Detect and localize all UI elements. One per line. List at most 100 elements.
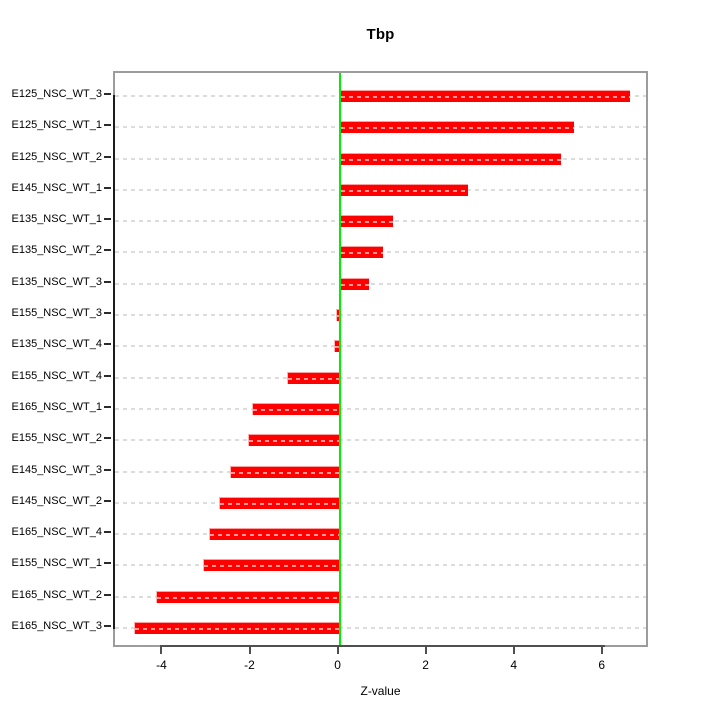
y-tick-label: E125_NSC_WT_3 bbox=[11, 88, 103, 100]
bar bbox=[339, 215, 394, 228]
bar-grid-overlay bbox=[210, 534, 340, 537]
bar bbox=[339, 183, 469, 196]
bar-grid-overlay bbox=[340, 158, 562, 161]
bar-grid-overlay bbox=[252, 408, 340, 411]
bar bbox=[339, 90, 631, 102]
grid-line bbox=[115, 627, 646, 629]
bar bbox=[339, 121, 574, 134]
y-tick-label: E135_NSC_WT_2 bbox=[11, 244, 103, 257]
x-tick-label: 2 bbox=[422, 658, 429, 672]
bar-grid-overlay bbox=[135, 628, 340, 630]
bar bbox=[339, 246, 383, 259]
bar bbox=[336, 309, 340, 322]
y-tick-label: E145_NSC_WT_1 bbox=[11, 181, 103, 194]
y-tick-mark bbox=[104, 155, 111, 158]
bar-grid-overlay bbox=[340, 127, 574, 130]
bar bbox=[339, 277, 369, 290]
chart-title: Tbp bbox=[366, 26, 395, 43]
y-tick-label: E165_NSC_WT_3 bbox=[11, 620, 103, 632]
bar-grid-overlay bbox=[219, 502, 340, 505]
bar-grid-overlay bbox=[340, 283, 369, 286]
grid-line bbox=[115, 564, 646, 567]
y-tick-label: E125_NSC_WT_1 bbox=[11, 119, 103, 132]
bar-grid-overlay bbox=[231, 471, 340, 474]
y-tick-label: E125_NSC_WT_2 bbox=[11, 150, 103, 163]
bar-grid-overlay bbox=[203, 565, 340, 568]
y-tick-label: E145_NSC_WT_2 bbox=[11, 494, 103, 507]
y-tick-mark bbox=[104, 280, 111, 283]
plot-area bbox=[113, 71, 648, 647]
y-tick-label: E135_NSC_WT_4 bbox=[11, 338, 103, 351]
x-tick-mark bbox=[600, 647, 603, 654]
bar-grid-overlay bbox=[288, 377, 340, 380]
bar bbox=[155, 590, 340, 603]
bar bbox=[339, 152, 562, 165]
grid-line bbox=[115, 533, 646, 536]
bar-grid-overlay bbox=[340, 96, 631, 98]
bar-grid-overlay bbox=[337, 315, 340, 318]
grid-line bbox=[115, 314, 646, 317]
y-tick-label: E155_NSC_WT_1 bbox=[11, 557, 103, 570]
grid-line bbox=[115, 407, 646, 410]
x-tick-mark bbox=[512, 647, 515, 654]
x-tick-label: 4 bbox=[510, 658, 518, 672]
y-tick-mark bbox=[104, 468, 111, 471]
y-tick-mark bbox=[104, 93, 111, 95]
bar bbox=[134, 622, 340, 634]
bar bbox=[251, 402, 340, 415]
y-axis-line bbox=[113, 95, 115, 629]
bar-grid-overlay bbox=[248, 440, 340, 443]
y-tick-mark bbox=[104, 405, 111, 408]
bar-grid-overlay bbox=[340, 252, 383, 255]
bar bbox=[333, 340, 340, 353]
y-tick-label: E165_NSC_WT_2 bbox=[11, 588, 103, 601]
x-tick-mark bbox=[424, 647, 427, 654]
x-tick-mark bbox=[248, 647, 251, 654]
bar bbox=[218, 496, 340, 509]
y-tick-mark bbox=[104, 186, 111, 189]
y-tick-mark bbox=[104, 124, 111, 127]
y-tick-mark bbox=[104, 531, 111, 534]
x-tick-label: -4 bbox=[156, 658, 167, 672]
y-tick-label: E155_NSC_WT_2 bbox=[11, 432, 103, 445]
y-tick-label: E155_NSC_WT_3 bbox=[11, 307, 103, 320]
y-tick-label: E135_NSC_WT_1 bbox=[11, 213, 103, 226]
y-tick-mark bbox=[104, 218, 111, 221]
y-tick-mark bbox=[104, 312, 111, 315]
x-tick-mark bbox=[160, 647, 163, 654]
y-tick-mark bbox=[104, 343, 111, 346]
x-axis-line bbox=[160, 645, 605, 647]
grid-line bbox=[115, 345, 646, 348]
y-tick-label: E165_NSC_WT_4 bbox=[11, 526, 103, 539]
x-axis-title: Z-value bbox=[360, 684, 401, 698]
y-tick-label: E165_NSC_WT_1 bbox=[11, 400, 103, 413]
bar-grid-overlay bbox=[334, 346, 340, 349]
y-tick-mark bbox=[104, 593, 111, 596]
bar bbox=[230, 465, 340, 478]
grid-line bbox=[115, 282, 646, 285]
x-tick-mark bbox=[336, 647, 339, 654]
x-tick-label: 0 bbox=[334, 658, 341, 672]
bar-grid-overlay bbox=[340, 189, 469, 192]
zero-reference-line bbox=[338, 73, 341, 645]
y-tick-label: E135_NSC_WT_3 bbox=[11, 275, 103, 288]
y-tick-mark bbox=[104, 249, 111, 252]
bar bbox=[287, 371, 340, 384]
grid-line bbox=[115, 470, 646, 473]
y-tick-mark bbox=[104, 437, 111, 440]
bar bbox=[247, 434, 340, 447]
y-tick-label: E155_NSC_WT_4 bbox=[11, 369, 103, 382]
grid-line bbox=[115, 595, 646, 598]
grid-line bbox=[115, 439, 646, 442]
y-tick-mark bbox=[104, 625, 111, 627]
x-tick-label: -2 bbox=[244, 658, 255, 672]
x-tick-label: 6 bbox=[598, 658, 606, 672]
y-tick-mark bbox=[104, 562, 111, 565]
bar bbox=[209, 528, 340, 541]
bar-grid-overlay bbox=[340, 221, 394, 224]
grid-line bbox=[115, 501, 646, 504]
y-tick-mark bbox=[104, 374, 111, 377]
grid-line bbox=[115, 376, 646, 379]
y-tick-mark bbox=[104, 499, 111, 502]
